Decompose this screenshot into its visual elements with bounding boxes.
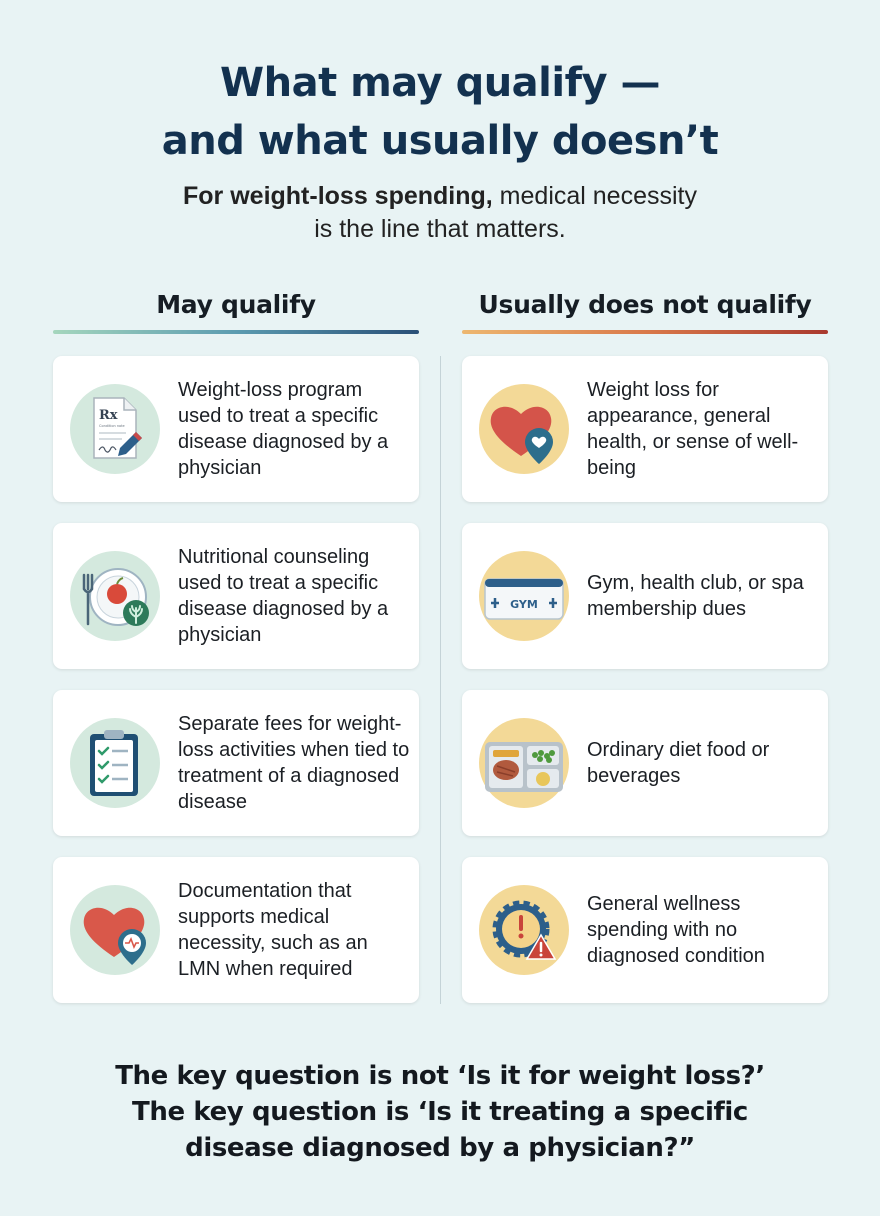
- title-line-1: What may qualify —: [219, 60, 661, 106]
- key-question: The key question is not ‘Is it for weigh…: [0, 1058, 880, 1166]
- not-qualify-heading: Usually does not qualify: [478, 290, 812, 319]
- subtitle-line-2: is the line that matters.: [314, 215, 566, 243]
- may-qualify-card-4: Documentation that supports medical nece…: [53, 857, 419, 1003]
- key-question-line-2: The key question is ‘Is it treating a sp…: [132, 1097, 748, 1127]
- not-qualify-text-1: Weight loss for appearance, general heal…: [587, 379, 799, 479]
- heart-medical-pin-icon: [70, 885, 160, 975]
- not-qualify-text-3: Ordinary diet food or beverages: [587, 739, 770, 787]
- warning-badge-icon: [479, 885, 569, 975]
- may-qualify-card-3: Separate fees for weight-loss activities…: [53, 690, 419, 836]
- not-qualify-card-4: General wellness spending with no diagno…: [462, 857, 828, 1003]
- not-qualify-underline: [462, 330, 828, 334]
- page-title: What may qualify — and what usually does…: [0, 54, 880, 170]
- not-qualify-card-3: Ordinary diet food or beverages: [462, 690, 828, 836]
- may-qualify-underline: [53, 330, 419, 334]
- key-question-line-1: The key question is not ‘Is it for weigh…: [115, 1061, 765, 1091]
- may-qualify-heading: May qualify: [156, 290, 316, 319]
- subtitle-rest: medical necessity: [492, 182, 697, 210]
- title-line-2: and what usually doesn’t: [161, 118, 719, 164]
- gym-card-icon: GYM: [479, 551, 569, 641]
- not-qualify-card-2: GYM Gym, health club, or spa membership …: [462, 523, 828, 669]
- not-qualify-text-2: Gym, health club, or spa membership dues: [587, 572, 804, 620]
- not-qualify-text-4: General wellness spending with no diagno…: [587, 893, 765, 967]
- not-qualify-card-1: Weight loss for appearance, general heal…: [462, 356, 828, 502]
- page-subtitle: For weight-loss spending, medical necess…: [0, 180, 880, 246]
- key-question-line-3: disease diagnosed by a physician?”: [185, 1133, 695, 1163]
- gym-card-label: GYM: [510, 598, 538, 611]
- rx-note-text: Condition note: [99, 424, 125, 428]
- subtitle-bold: For weight-loss spending,: [183, 182, 493, 210]
- may-qualify-text-3: Separate fees for weight-loss activities…: [178, 713, 410, 813]
- may-qualify-text-2: Nutritional counseling used to treat a s…: [178, 546, 389, 646]
- clipboard-checklist-icon: [70, 718, 160, 808]
- heart-pin-icon: [479, 384, 569, 474]
- may-qualify-text-1: Weight-loss program used to treat a spec…: [178, 379, 389, 479]
- nutrition-plate-icon: [70, 551, 160, 641]
- may-qualify-text-4: Documentation that supports medical nece…: [178, 880, 368, 980]
- column-divider: [440, 356, 441, 1004]
- may-qualify-card-1: Rx Condition note Weight-loss program us…: [53, 356, 419, 502]
- diet-tray-icon: [479, 718, 569, 808]
- may-qualify-card-2: Nutritional counseling used to treat a s…: [53, 523, 419, 669]
- prescription-icon: Rx Condition note: [70, 384, 160, 474]
- rx-text: Rx: [99, 408, 118, 423]
